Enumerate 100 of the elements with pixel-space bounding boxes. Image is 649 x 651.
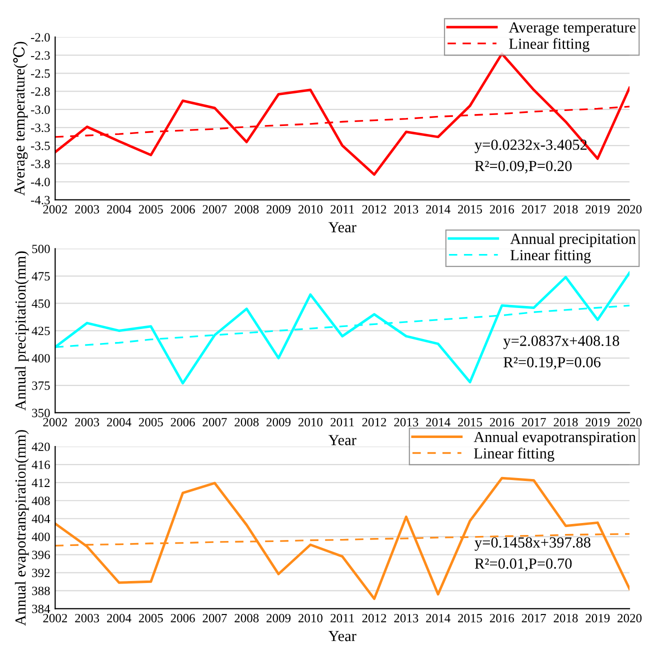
x-tick-label: 2017	[522, 614, 546, 622]
x-tick-label: 2004	[107, 614, 132, 622]
x-tick-label: 2015	[458, 205, 482, 214]
y-tick-label: 475	[32, 272, 50, 280]
x-tick-label: 2005	[138, 205, 163, 214]
annotation: R²=0.09,P=0.20	[474, 160, 572, 174]
x-tick-label: 2002	[43, 614, 67, 622]
y-tick-label: 384	[32, 604, 50, 614]
legend-label: Linear fitting	[510, 249, 591, 264]
y-tick-label: 392	[32, 568, 50, 578]
x-tick-label: 2018	[554, 205, 578, 214]
x-tick-label: 2016	[490, 614, 514, 622]
x-tick-label: 2015	[458, 614, 482, 622]
x-tick-label: 2006	[170, 418, 195, 426]
y-tick-label: 400	[32, 532, 50, 542]
y-tick-label: -2.3	[30, 51, 50, 60]
x-tick-label: 2016	[490, 418, 514, 426]
x-tick-label: 2012	[362, 418, 386, 426]
x-tick-label: 2002	[43, 418, 67, 426]
annotation: R²=0.19,P=0.06	[504, 357, 601, 370]
x-tick-label: 2008	[234, 418, 259, 426]
y-tick-label: -2.8	[30, 87, 50, 96]
y-tick-label: -3.8	[30, 160, 50, 168]
line-series	[55, 476, 630, 600]
x-tick-label: 2008	[234, 614, 259, 622]
x-axis-title: Year	[328, 631, 356, 642]
x-tick-label: 2013	[394, 418, 418, 426]
x-tick-label: 2007	[202, 205, 227, 214]
x-tick-label: 2010	[298, 205, 322, 214]
x-tick-label: 2015	[458, 418, 482, 426]
annotation: y=0.1458x+397.88	[474, 537, 590, 551]
x-tick-label: 2014	[426, 614, 450, 622]
y-tick-label: -3.3	[30, 124, 50, 132]
x-tick-label: 2003	[75, 205, 100, 214]
legend-label: Average temperature	[508, 22, 636, 36]
y-tick-label: 408	[32, 496, 50, 506]
x-axis-title: Year	[328, 222, 356, 232]
x-axis-title: Year	[328, 435, 356, 446]
y-axis-title: Annual precipitation(mm)	[14, 251, 29, 411]
x-tick-label: 2009	[266, 418, 291, 426]
x-tick-label: 2005	[138, 614, 163, 622]
y-tick-label: 400	[32, 354, 50, 363]
y-tick-label: -2.0	[30, 33, 50, 42]
y-tick-label: 396	[32, 550, 50, 560]
y-tick-label: -4.0	[30, 178, 50, 186]
x-tick-label: 2003	[75, 614, 100, 622]
x-tick-label: 2006	[170, 614, 195, 622]
legend-label: Linear fitting	[474, 448, 554, 462]
x-tick-label: 2014	[426, 418, 450, 426]
x-tick-label: 2011	[330, 418, 354, 426]
x-tick-label: 2013	[394, 614, 418, 622]
x-tick-label: 2007	[202, 614, 227, 622]
legend-label: Annual evapotranspiration	[474, 431, 636, 446]
y-tick-label: -3.0	[30, 105, 50, 114]
x-tick-label: 2009	[266, 614, 291, 622]
y-tick-label: -4.3	[30, 196, 50, 204]
x-tick-label: 2008	[234, 205, 259, 214]
x-tick-label: 2020	[618, 418, 642, 426]
legend-label: Annual precipitation	[510, 233, 636, 248]
x-tick-label: 2012	[362, 205, 386, 214]
x-tick-label: 2014	[426, 205, 450, 214]
x-tick-label: 2013	[394, 205, 418, 214]
x-tick-label: 2019	[586, 614, 610, 622]
x-tick-label: 2011	[330, 205, 354, 214]
x-tick-label: 2017	[522, 418, 546, 426]
y-axis-title: Average temperature(℃)	[13, 42, 28, 196]
x-tick-label: 2018	[554, 418, 578, 426]
x-tick-label: 2020	[618, 614, 642, 622]
x-tick-label: 2017	[522, 205, 546, 214]
x-tick-label: 2016	[490, 205, 514, 214]
y-tick-label: -3.5	[30, 142, 50, 150]
legend-label: Linear fitting	[509, 38, 590, 52]
y-tick-label: 450	[32, 299, 50, 308]
x-tick-label: 2011	[330, 614, 354, 622]
x-tick-label: 2004	[107, 418, 132, 426]
y-tick-label: 425	[32, 326, 50, 336]
x-tick-label: 2012	[362, 614, 386, 622]
x-tick-label: 2004	[107, 205, 132, 214]
y-tick-label: 404	[32, 514, 50, 524]
x-tick-label: 2006	[170, 205, 195, 214]
y-tick-label: 420	[32, 442, 50, 452]
x-tick-label: 2019	[586, 205, 610, 214]
x-tick-label: 2010	[298, 418, 322, 426]
x-tick-label: 2020	[618, 205, 642, 214]
annotation: y=0.0232x-3.4052	[474, 140, 587, 154]
y-tick-label: 375	[32, 381, 50, 390]
y-tick-label: 388	[32, 586, 50, 596]
y-tick-label: 350	[32, 408, 50, 418]
x-tick-label: 2009	[266, 205, 291, 214]
x-tick-label: 2007	[202, 418, 227, 426]
y-axis-title: Annual evapotranspiration(mm)	[14, 430, 29, 626]
y-tick-label: 416	[32, 460, 50, 470]
y-tick-label: -2.5	[30, 69, 50, 78]
y-tick-label: 412	[32, 478, 50, 487]
x-tick-label: 2010	[298, 614, 322, 622]
x-tick-label: 2002	[43, 205, 67, 214]
y-tick-label: 500	[32, 244, 50, 254]
x-tick-label: 2018	[554, 614, 578, 622]
annotation: R²=0.01,P=0.70	[474, 558, 572, 571]
x-tick-label: 2005	[138, 418, 163, 426]
